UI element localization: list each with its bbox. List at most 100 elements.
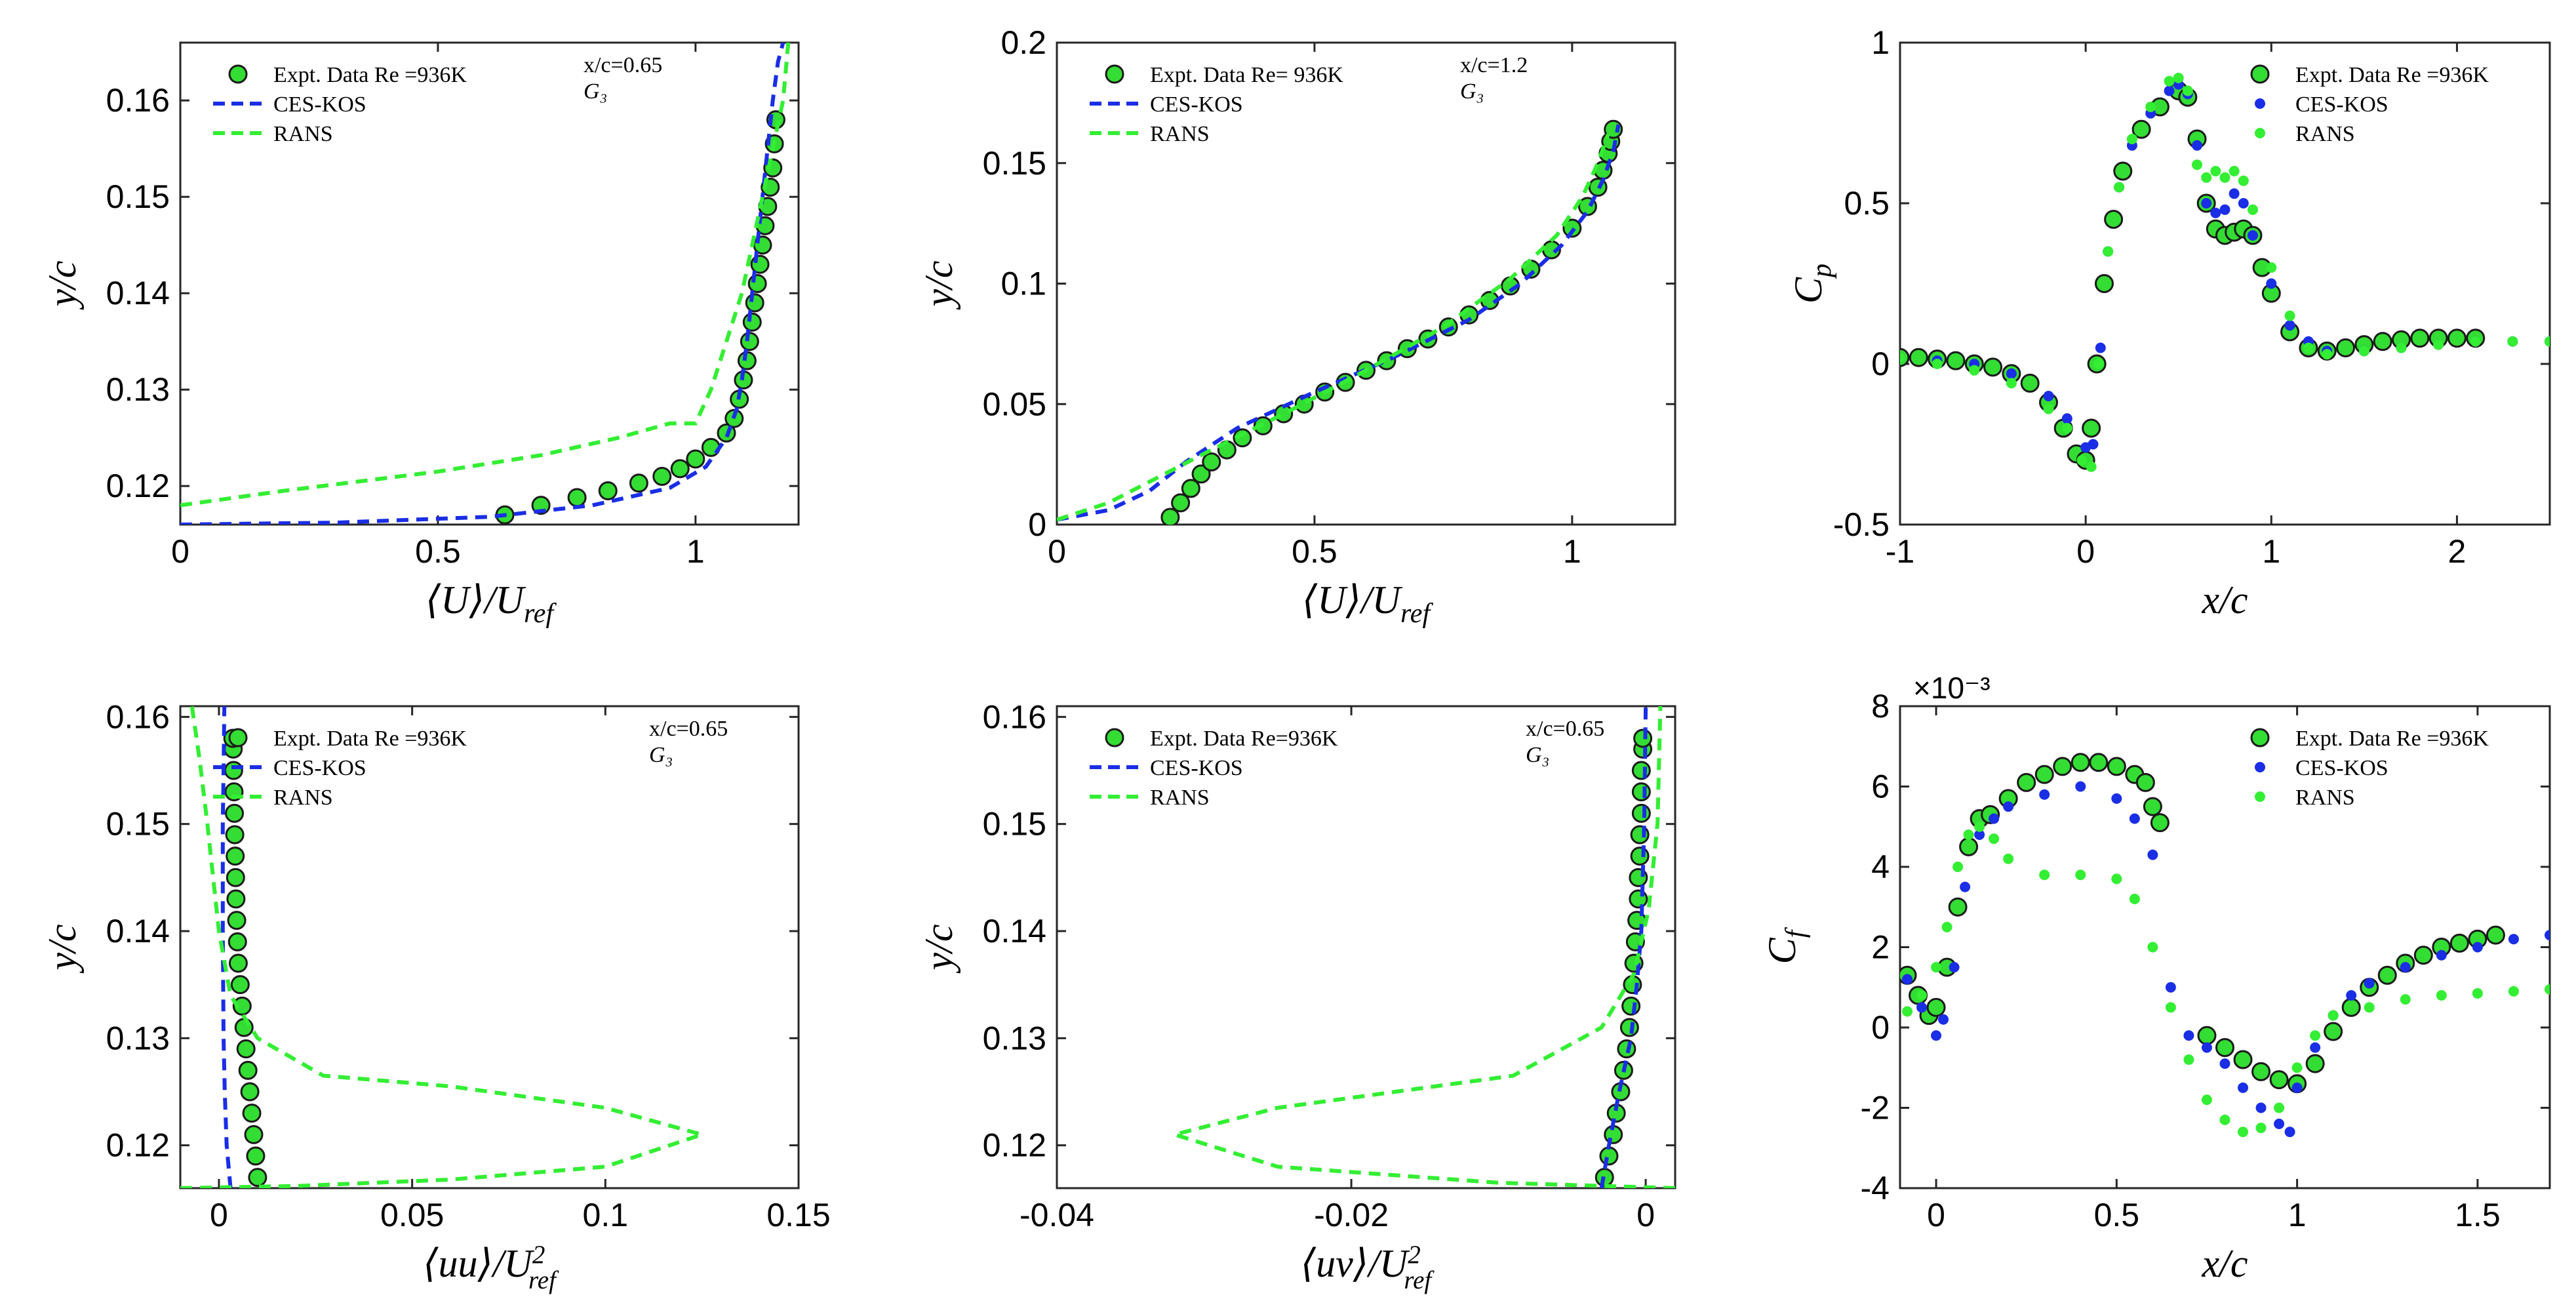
legend-swatch <box>228 728 248 748</box>
data-point <box>2192 140 2203 151</box>
chart-panel-5: -0.04 -0.02 0 0.12 0.13 0.14 0.15 0.16 ⟨uv⟩/U2 re… <box>917 698 1676 1294</box>
data-point <box>2197 1026 2217 1045</box>
y-tick-label: -4 <box>1861 1170 1890 1206</box>
series-2 <box>1902 781 2550 1138</box>
panel-annotation: G₃ <box>1460 79 1484 104</box>
legend-swatch <box>1105 64 1124 84</box>
data-point <box>1948 897 1968 917</box>
data-point <box>2284 310 2295 321</box>
legend-item: Expt. Data Re =936K <box>228 727 467 751</box>
data-point <box>598 481 618 501</box>
data-point <box>2219 1114 2230 1125</box>
data-point <box>2274 1102 2285 1113</box>
y-tick-label: -0.5 <box>1833 506 1890 543</box>
y-axis-label: y/c <box>41 261 84 311</box>
legend-item: RANS <box>213 786 333 810</box>
legend-item: RANS <box>1090 122 1210 146</box>
legend-label: RANS <box>2295 122 2355 146</box>
data-point <box>1983 357 2003 377</box>
legend-label: CES-KOS <box>2295 92 2388 117</box>
data-point <box>2310 1042 2321 1053</box>
data-point <box>2238 175 2249 186</box>
x-tick-label: -0.04 <box>1020 1197 1094 1233</box>
data-point <box>1233 428 1252 448</box>
x-tick-label: 0 <box>171 533 189 570</box>
data-point <box>2039 869 2050 881</box>
data-point <box>1938 1014 1949 1025</box>
data-point <box>1949 962 1960 973</box>
data-point <box>2201 172 2212 183</box>
series-3 <box>1057 133 1610 522</box>
series-3 <box>180 706 709 1188</box>
series-line <box>220 706 233 1188</box>
data-point <box>1931 1030 1942 1041</box>
data-point <box>2400 962 2411 973</box>
legend-label: Expt. Data Re =936K <box>2295 63 2489 87</box>
legend-item: CES-KOS <box>1090 92 1243 117</box>
data-point <box>742 312 762 332</box>
legend: Expt. Data Re=936K CES-KOS RANS <box>1090 727 1338 810</box>
data-point <box>2472 942 2483 953</box>
x-tick-label: 2 <box>2448 533 2467 570</box>
y-tick-label: 0.16 <box>106 698 170 735</box>
series-3 <box>1900 72 2550 472</box>
data-point <box>1931 962 1942 973</box>
data-point <box>2145 102 2156 112</box>
data-point <box>2111 793 2122 804</box>
data-point <box>2089 753 2109 772</box>
axes-frame <box>1056 705 1676 1189</box>
data-point <box>2039 789 2050 800</box>
data-point <box>2143 797 2162 816</box>
data-point <box>2305 1054 2325 1073</box>
plot-area <box>1057 119 1623 525</box>
data-point <box>234 1018 254 1037</box>
series-3 <box>1167 706 1675 1188</box>
chart-panel-4: 0 0.05 0.1 0.15 0.12 0.13 0.14 0.15 0.16 ⟨uu⟩/U2 r… <box>41 698 831 1294</box>
data-point <box>2341 997 2361 1017</box>
y-tick-label: 0.2 <box>1001 24 1046 61</box>
data-point <box>1916 990 1928 1001</box>
data-point <box>2183 1054 2194 1065</box>
x-tick-label: 0 <box>2076 533 2095 570</box>
data-point <box>2229 188 2240 199</box>
data-point <box>2447 329 2467 348</box>
y-tick-label: 0.15 <box>983 145 1046 182</box>
data-point <box>2126 134 2137 144</box>
x-tick-label: 1 <box>2262 533 2280 570</box>
y-tick-label: 0.12 <box>106 468 170 504</box>
y-tick-label: 0 <box>1871 346 1890 382</box>
series-line <box>1599 706 1648 1188</box>
y-tick-label: 2 <box>1871 929 1890 966</box>
data-point <box>2238 1127 2249 1138</box>
series-2 <box>220 706 233 1188</box>
data-point <box>670 459 690 479</box>
data-point <box>2470 336 2481 347</box>
data-point <box>1631 761 1651 780</box>
data-point <box>238 1060 258 1080</box>
data-point <box>228 932 247 951</box>
data-point <box>2328 1010 2339 1021</box>
data-point <box>2336 338 2356 357</box>
legend-item: RANS <box>2255 122 2355 146</box>
data-point <box>1599 1146 1619 1166</box>
data-point <box>1974 829 1985 840</box>
data-point <box>686 449 705 469</box>
data-point <box>1191 464 1211 484</box>
legend-label: CES-KOS <box>2295 756 2388 780</box>
data-point <box>2003 801 2014 812</box>
y-tick-label: 0.15 <box>983 806 1046 843</box>
data-point <box>2251 1062 2271 1081</box>
y-tick-label: 0.14 <box>106 913 170 949</box>
y-tick-label: 0.15 <box>106 178 170 215</box>
x-axis-label: ⟨U⟩/Uref <box>426 578 557 629</box>
data-point <box>2346 990 2357 1001</box>
plot-area <box>1167 706 1675 1188</box>
data-point <box>2229 166 2240 176</box>
data-point <box>2247 204 2258 215</box>
data-point <box>230 975 250 995</box>
legend-label: Expt. Data Re =936K <box>273 727 467 751</box>
data-point <box>2274 1119 2285 1129</box>
axes-frame <box>1899 41 2551 526</box>
